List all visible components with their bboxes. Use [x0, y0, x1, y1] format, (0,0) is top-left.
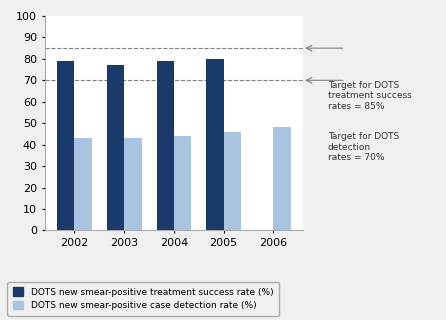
Text: Target for DOTS
detection
rates = 70%: Target for DOTS detection rates = 70% [328, 132, 399, 162]
Bar [57, 61, 74, 230]
Text: Target for DOTS
treatment success
rates = 85%: Target for DOTS treatment success rates … [328, 81, 412, 111]
Bar [224, 132, 241, 230]
Bar [157, 61, 174, 230]
Bar [174, 136, 191, 230]
Bar [74, 138, 92, 230]
Legend: DOTS new smear-positive treatment success rate (%), DOTS new smear-positive case: DOTS new smear-positive treatment succes… [7, 282, 279, 316]
Bar [124, 138, 142, 230]
Bar [273, 127, 291, 230]
Bar [206, 59, 224, 230]
Bar [107, 65, 124, 230]
